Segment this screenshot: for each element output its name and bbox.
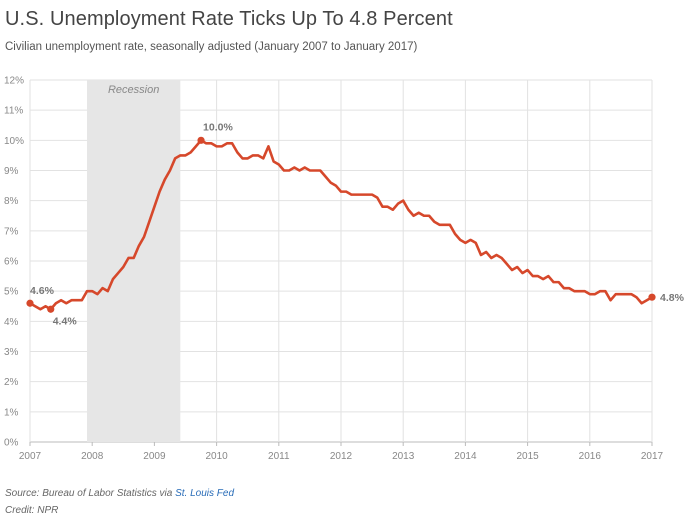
source-prefix: Source: Bureau of Labor Statistics via [5,488,176,499]
annotation-point [648,293,656,301]
annotation-layer: 4.6% 4.4% 10.0% 4.8% [26,121,685,327]
credit-note: Credit: NPR [5,505,59,516]
y-tick-label: 9% [4,166,19,177]
source-note: Source: Bureau of Labor Statistics via S… [5,488,234,499]
x-tick-label: 2015 [516,451,539,462]
x-tick-label: 2014 [454,451,477,462]
annotation-point [197,136,205,144]
axis-layer: 0% 1% 2% 3% 4% 5% 6% 7% 8% 9% 10% 11% 12% 2007 2008 200… [4,76,664,463]
x-tick-label: 2017 [641,451,664,462]
x-tick-label: 2012 [330,451,353,462]
x-tick-label: 2010 [205,451,228,462]
unemployment-line-chart: Recession 0% 1% 2% 3% 4% 5% 6% 7% 8% 9% 10% 11% 12% 2… [4,76,685,463]
y-tick-label: 2% [4,377,19,388]
y-tick-label: 1% [4,407,19,418]
annotation-label: 4.4% [53,315,78,327]
annotation-label: 10.0% [203,121,233,133]
x-tick-label: 2008 [81,451,104,462]
y-tick-label: 12% [4,76,24,87]
annotation-label: 4.6% [30,285,55,297]
y-tick-label: 7% [4,226,19,237]
x-tick-label: 2011 [268,451,290,462]
line-layer [28,139,654,311]
x-tick-label: 2013 [392,451,415,462]
y-tick-label: 10% [4,136,24,147]
recession-band [87,80,181,442]
y-tick-label: 11% [4,106,23,117]
x-tick-label: 2007 [19,451,42,462]
annotation-label: 4.8% [660,292,685,304]
annotation-point [26,299,34,307]
annotation-point [47,305,55,313]
chart-title: U.S. Unemployment Rate Ticks Up To 4.8 P… [5,8,453,30]
chart-subtitle: Civilian unemployment rate, seasonally a… [5,41,418,53]
y-tick-label: 5% [4,287,19,298]
y-tick-label: 4% [4,317,19,328]
y-tick-label: 8% [4,196,19,207]
y-tick-label: 6% [4,257,19,268]
source-link[interactable]: St. Louis Fed [175,488,235,499]
x-tick-label: 2016 [579,451,602,462]
unemployment-rate-line [28,139,654,311]
recession-label: Recession [108,84,159,96]
x-tick-label: 2009 [143,451,166,462]
recession-layer: Recession [87,80,181,442]
y-tick-label: 3% [4,347,19,358]
y-tick-label: 0% [4,438,19,449]
